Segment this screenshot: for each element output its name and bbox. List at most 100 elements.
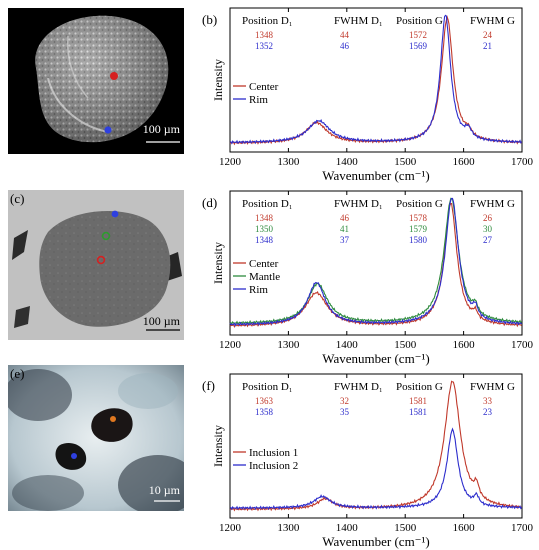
sem-image-panel-a: (a) 100 µm bbox=[8, 8, 184, 154]
legend-label: Rim bbox=[249, 284, 268, 296]
inclusion-1-marker bbox=[110, 416, 116, 422]
x-tick-label: 1500 bbox=[394, 156, 417, 168]
x-tick-label: 1500 bbox=[394, 522, 417, 534]
x-tick-label: 1600 bbox=[453, 522, 476, 534]
table-value: 26 bbox=[483, 213, 493, 223]
table-value: 1350 bbox=[255, 224, 274, 234]
table-value: 33 bbox=[483, 396, 493, 406]
plot-frame bbox=[229, 7, 523, 153]
table-value: 35 bbox=[340, 407, 350, 417]
table-value: 1348 bbox=[255, 235, 274, 245]
table-value: 44 bbox=[340, 30, 350, 40]
table-header: Position G bbox=[396, 15, 443, 27]
table-header: Position G bbox=[396, 381, 443, 393]
series-line-inclusion-2 bbox=[229, 427, 523, 511]
table-value: 1581 bbox=[409, 407, 427, 417]
chart-svg: 1200 1300 1400 1500 1600 1700 Wavenumber (cm⁻¹… bbox=[202, 7, 534, 183]
plot-frame bbox=[229, 373, 523, 519]
x-tick-label: 1700 bbox=[511, 156, 534, 168]
raman-chart-d: 1200 1300 1400 1500 1600 1700 Wavenumber (cm⁻¹… bbox=[188, 183, 539, 366]
y-axis-label: Intensity bbox=[211, 242, 225, 284]
x-tick-label: 1200 bbox=[219, 156, 242, 168]
chart-svg: 1200 1300 1400 1500 1600 1700 Wavenumber (cm⁻¹… bbox=[202, 373, 534, 549]
x-axis-label: Wavenumber (cm⁻¹) bbox=[322, 168, 430, 183]
plot-frame bbox=[229, 190, 523, 336]
table-value: 1363 bbox=[255, 396, 274, 406]
panel-label-e: (e) bbox=[10, 366, 25, 381]
legend-label: Inclusion 2 bbox=[249, 460, 298, 472]
table-header: FWHM D₁ bbox=[334, 15, 383, 27]
table-value: 46 bbox=[340, 41, 350, 51]
x-tick-label: 1200 bbox=[219, 522, 242, 534]
legend-label: Center bbox=[249, 81, 279, 93]
table-value: 23 bbox=[483, 407, 493, 417]
table-value: 1358 bbox=[255, 407, 274, 417]
table-header: Position G bbox=[396, 198, 443, 210]
scale-label-a: 100 µm bbox=[142, 122, 180, 136]
x-tick-label: 1300 bbox=[277, 339, 300, 351]
mantle-marker bbox=[101, 231, 111, 241]
x-tick-label: 1600 bbox=[453, 339, 476, 351]
table-value: 41 bbox=[340, 224, 349, 234]
table-value: 1580 bbox=[409, 235, 428, 245]
optical-micrograph-image bbox=[8, 365, 184, 511]
table-header: Position D₁ bbox=[242, 15, 293, 27]
y-axis-label: Intensity bbox=[211, 425, 225, 467]
legend-label: Center bbox=[249, 258, 279, 270]
table-value: 1572 bbox=[409, 30, 427, 40]
table-value: 24 bbox=[483, 30, 493, 40]
table-value: 21 bbox=[483, 41, 492, 51]
series-line-rim bbox=[229, 197, 523, 327]
scale-label-c: 100 µm bbox=[142, 314, 180, 328]
legend-label: Inclusion 1 bbox=[249, 447, 298, 459]
x-tick-label: 1400 bbox=[336, 156, 359, 168]
panel-label-d: (d) bbox=[202, 195, 217, 210]
raman-chart-f: 1200 1300 1400 1500 1600 1700 Wavenumber (cm⁻¹… bbox=[188, 366, 539, 549]
table-value: 1352 bbox=[255, 41, 273, 51]
bse-section-image bbox=[8, 190, 184, 340]
panel-label-c: (c) bbox=[10, 191, 25, 206]
table-value: 1348 bbox=[255, 30, 274, 40]
table-value: 1578 bbox=[409, 213, 428, 223]
x-tick-label: 1400 bbox=[336, 522, 359, 534]
x-tick-label: 1700 bbox=[511, 339, 534, 351]
x-tick-label: 1500 bbox=[394, 339, 417, 351]
series-line-mantle bbox=[229, 197, 523, 326]
sem-image-panel-c: (c) 100 µm bbox=[8, 190, 184, 340]
optical-image-panel-e: (e) 10 µm bbox=[8, 365, 184, 511]
table-header: FWHM G bbox=[470, 198, 515, 210]
scale-label-e: 10 µm bbox=[148, 483, 180, 497]
x-tick-label: 1400 bbox=[336, 339, 359, 351]
table-value: 32 bbox=[340, 396, 349, 406]
inclusion-2-marker bbox=[71, 453, 77, 459]
table-value: 1581 bbox=[409, 396, 427, 406]
x-tick-label: 1300 bbox=[277, 522, 300, 534]
table-value: 30 bbox=[483, 224, 493, 234]
x-axis-label: Wavenumber (cm⁻¹) bbox=[322, 351, 430, 366]
table-value: 1569 bbox=[409, 41, 428, 51]
rim-marker bbox=[111, 210, 119, 218]
table-value: 37 bbox=[340, 235, 350, 245]
table-value: 1348 bbox=[255, 213, 274, 223]
chart-svg: 1200 1300 1400 1500 1600 1700 Wavenumber (cm⁻¹… bbox=[202, 190, 534, 366]
center-marker bbox=[96, 255, 106, 265]
table-value: 1579 bbox=[409, 224, 428, 234]
legend-label: Mantle bbox=[249, 271, 280, 283]
panel-label-a: (a) bbox=[10, 9, 25, 24]
table-header: FWHM G bbox=[470, 15, 515, 27]
x-tick-label: 1700 bbox=[511, 522, 534, 534]
legend-label: Rim bbox=[249, 94, 268, 106]
x-tick-label: 1300 bbox=[277, 156, 300, 168]
table-header: FWHM D₁ bbox=[334, 381, 383, 393]
x-tick-label: 1600 bbox=[453, 156, 476, 168]
table-header: FWHM D₁ bbox=[334, 198, 383, 210]
x-axis-label: Wavenumber (cm⁻¹) bbox=[322, 534, 430, 549]
center-marker bbox=[110, 72, 118, 80]
x-tick-label: 1200 bbox=[219, 339, 242, 351]
sem-grain-image bbox=[8, 8, 184, 154]
series-line-inclusion-1 bbox=[229, 380, 523, 512]
panel-label-b: (b) bbox=[202, 12, 217, 27]
series-line-rim bbox=[229, 14, 523, 145]
panel-label-f: (f) bbox=[202, 378, 215, 393]
table-header: Position D₁ bbox=[242, 198, 293, 210]
